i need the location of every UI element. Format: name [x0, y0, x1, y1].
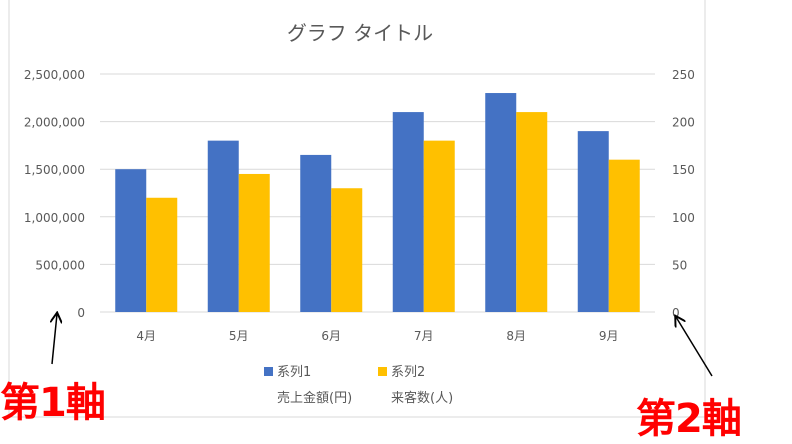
legend-sublabel-series1: 売上金額(円): [277, 390, 352, 406]
y-secondary-tick-label: 200: [672, 116, 695, 130]
annotation-primary-axis: 第1軸: [0, 380, 106, 426]
bar-2-5月: [238, 173, 270, 312]
x-tick-label: 9月: [599, 329, 619, 343]
y-secondary-tick-label: 250: [672, 68, 695, 82]
y-primary-tick-label: 500,000: [35, 258, 85, 272]
y-primary-tick-label: 0: [77, 306, 85, 320]
legend-swatch-series1: [264, 367, 273, 376]
chart: グラフ タイトル 0 0 500,000 50 1,000,000 100 1,500,00…: [8, 0, 713, 418]
bar-2-9月: [608, 159, 640, 312]
y-primary-tick-label: 1,000,000: [24, 211, 85, 225]
bar-2-6月: [331, 188, 363, 312]
y-secondary-tick-label: 100: [672, 211, 695, 225]
y-primary-tick-label: 1,500,000: [24, 163, 85, 177]
y-secondary-tick-label: 0: [672, 306, 680, 320]
arrow-primary-axis: [52, 314, 57, 365]
x-tick-label: 6月: [321, 329, 341, 343]
legend-label-series2: 系列2: [391, 365, 425, 380]
bar-1-4月: [115, 169, 147, 312]
y-primary-tick-label: 2,000,000: [24, 116, 85, 130]
legend: 系列1 系列2 売上金額(円) 来客数(人): [264, 365, 453, 406]
y-primary-tick-label: 2,500,000: [24, 68, 85, 82]
bar-2-7月: [423, 140, 455, 312]
legend-swatch-series2: [378, 367, 387, 376]
bar-1-7月: [392, 112, 424, 312]
y-secondary-tick-label: 150: [672, 163, 695, 177]
annotation-secondary-axis: 第2軸: [636, 396, 742, 442]
arrow-secondary-axis: [676, 317, 713, 377]
bar-2-8月: [516, 112, 548, 312]
bar-1-5月: [207, 140, 239, 312]
y-secondary-tick-label: 50: [672, 258, 687, 272]
bar-1-8月: [485, 93, 517, 312]
bar-1-6月: [300, 154, 332, 312]
bar-1-9月: [577, 131, 609, 312]
x-tick-label: 5月: [229, 329, 249, 343]
legend-sublabel-series2: 来客数(人): [391, 390, 453, 406]
x-tick-label: 4月: [136, 329, 156, 343]
bar-2-4月: [146, 197, 178, 312]
chart-title: グラフ タイトル: [287, 21, 433, 45]
x-tick-label: 8月: [506, 329, 526, 343]
x-tick-label: 7月: [414, 329, 434, 343]
legend-label-series1: 系列1: [277, 365, 311, 380]
